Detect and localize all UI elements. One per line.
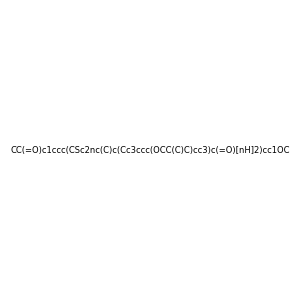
Text: CC(=O)c1ccc(CSc2nc(C)c(Cc3ccc(OCC(C)C)cc3)c(=O)[nH]2)cc1OC: CC(=O)c1ccc(CSc2nc(C)c(Cc3ccc(OCC(C)C)cc… (10, 146, 290, 154)
